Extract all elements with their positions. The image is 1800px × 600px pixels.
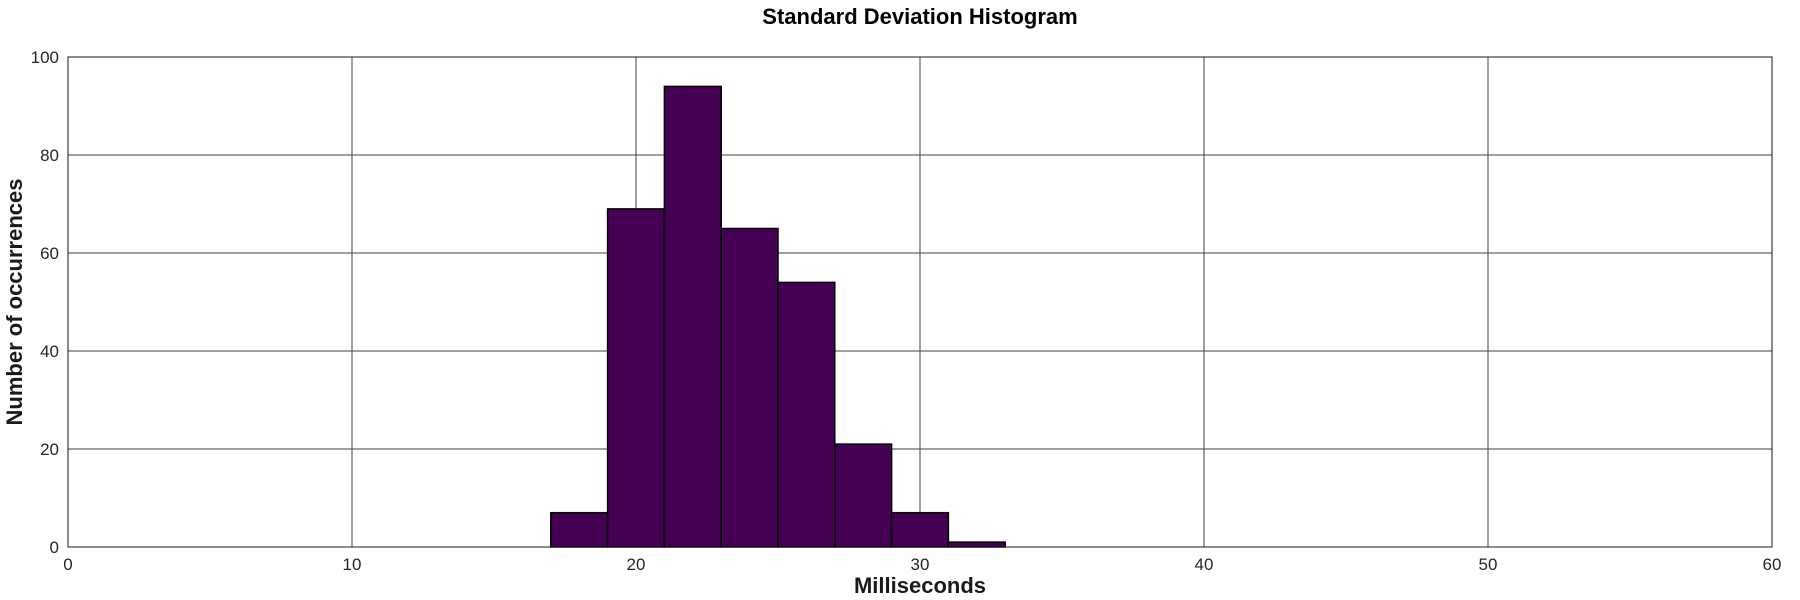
x-tick-label: 10	[343, 555, 362, 574]
y-tick-label: 20	[40, 440, 59, 459]
x-tick-label: 40	[1195, 555, 1214, 574]
plot-border	[67, 56, 1773, 548]
histogram-bar	[890, 511, 950, 548]
x-tick-label: 60	[1763, 555, 1782, 574]
histogram-bar	[550, 511, 609, 548]
y-tick-label: 80	[40, 146, 59, 165]
histogram-bar	[606, 208, 666, 548]
histogram-bar	[834, 443, 893, 548]
y-tick-label: 60	[40, 244, 59, 263]
x-tick-label: 20	[627, 555, 646, 574]
y-tick-label: 100	[31, 48, 59, 67]
y-tick-label: 40	[40, 342, 59, 361]
x-tick-label: 0	[63, 555, 72, 574]
histogram-bar	[777, 281, 836, 548]
y-tick-label: 0	[50, 538, 59, 557]
chart-title: Standard Deviation Histogram	[762, 4, 1077, 29]
histogram-bar	[663, 85, 722, 548]
x-tick-label: 30	[911, 555, 930, 574]
x-axis-label: Milliseconds	[854, 573, 986, 598]
histogram-bar	[947, 541, 1006, 548]
histogram-bar	[720, 227, 779, 548]
x-tick-label: 50	[1479, 555, 1498, 574]
y-axis-label: Number of occurrences	[2, 179, 27, 426]
